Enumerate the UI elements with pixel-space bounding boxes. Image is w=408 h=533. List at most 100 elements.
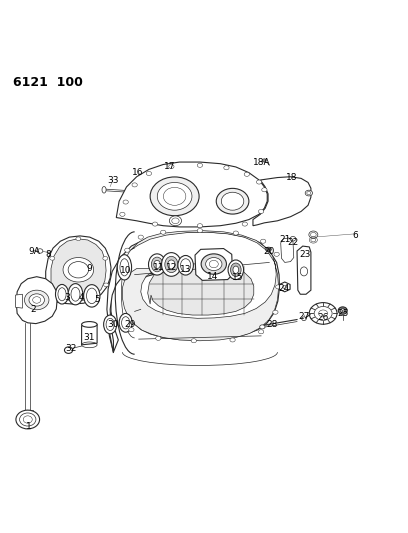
- Ellipse shape: [338, 307, 347, 314]
- Ellipse shape: [261, 239, 266, 243]
- Ellipse shape: [201, 254, 226, 274]
- Text: 11: 11: [153, 263, 164, 272]
- Ellipse shape: [266, 247, 271, 252]
- Ellipse shape: [224, 166, 229, 170]
- Ellipse shape: [55, 285, 69, 304]
- Text: 22: 22: [287, 238, 299, 247]
- Ellipse shape: [305, 190, 313, 196]
- Ellipse shape: [68, 284, 83, 305]
- Ellipse shape: [125, 248, 130, 252]
- Text: 26: 26: [318, 313, 329, 322]
- Text: 29: 29: [124, 320, 135, 329]
- Ellipse shape: [206, 257, 222, 271]
- Polygon shape: [253, 177, 311, 225]
- Ellipse shape: [16, 410, 40, 429]
- Ellipse shape: [233, 266, 239, 273]
- Text: 18: 18: [286, 173, 297, 182]
- Ellipse shape: [302, 317, 306, 320]
- Polygon shape: [195, 248, 233, 280]
- Polygon shape: [107, 232, 279, 353]
- Ellipse shape: [161, 230, 166, 235]
- Text: 1: 1: [26, 422, 31, 431]
- Ellipse shape: [259, 330, 264, 334]
- Ellipse shape: [132, 183, 137, 187]
- Ellipse shape: [242, 222, 247, 226]
- Ellipse shape: [123, 269, 128, 272]
- Ellipse shape: [123, 200, 128, 204]
- Ellipse shape: [231, 263, 241, 277]
- Ellipse shape: [162, 253, 181, 276]
- Ellipse shape: [103, 256, 108, 260]
- Text: 28: 28: [267, 320, 278, 329]
- Text: 4: 4: [79, 293, 84, 302]
- Text: 17: 17: [164, 162, 175, 171]
- Text: 16: 16: [132, 168, 144, 177]
- Text: 30: 30: [108, 320, 119, 329]
- Polygon shape: [281, 238, 294, 262]
- Ellipse shape: [37, 249, 43, 253]
- Ellipse shape: [168, 260, 175, 269]
- Ellipse shape: [64, 347, 73, 353]
- Ellipse shape: [102, 187, 106, 193]
- Ellipse shape: [309, 231, 318, 238]
- Ellipse shape: [314, 306, 332, 320]
- Ellipse shape: [259, 325, 265, 329]
- Ellipse shape: [230, 338, 235, 342]
- Ellipse shape: [262, 159, 266, 162]
- Ellipse shape: [63, 257, 93, 282]
- Ellipse shape: [24, 290, 49, 310]
- Text: 24: 24: [279, 285, 290, 294]
- Text: 13: 13: [180, 265, 191, 274]
- Ellipse shape: [221, 192, 244, 210]
- Ellipse shape: [276, 285, 281, 289]
- Text: 8: 8: [45, 250, 51, 259]
- Ellipse shape: [29, 294, 44, 306]
- Text: 10: 10: [120, 266, 131, 275]
- Ellipse shape: [82, 321, 97, 327]
- Polygon shape: [279, 282, 290, 292]
- Text: 6: 6: [352, 231, 358, 240]
- Text: 12: 12: [166, 263, 177, 272]
- Text: 33: 33: [107, 176, 119, 185]
- Polygon shape: [16, 277, 57, 324]
- Text: 15: 15: [232, 272, 243, 281]
- Ellipse shape: [262, 188, 267, 192]
- Ellipse shape: [150, 177, 199, 216]
- Text: 14: 14: [206, 272, 218, 281]
- Text: 32: 32: [65, 344, 76, 353]
- Text: 2: 2: [31, 305, 36, 314]
- Ellipse shape: [244, 172, 249, 176]
- Ellipse shape: [120, 212, 125, 216]
- Ellipse shape: [129, 328, 134, 332]
- Ellipse shape: [290, 237, 296, 241]
- Ellipse shape: [104, 283, 109, 287]
- Ellipse shape: [50, 256, 55, 260]
- Ellipse shape: [273, 310, 278, 314]
- Polygon shape: [108, 235, 278, 352]
- Ellipse shape: [149, 254, 166, 275]
- Ellipse shape: [178, 255, 193, 275]
- Ellipse shape: [49, 291, 54, 295]
- Text: 18A: 18A: [253, 158, 271, 167]
- Polygon shape: [46, 236, 111, 304]
- Text: 9: 9: [86, 264, 92, 273]
- Text: 5: 5: [94, 295, 100, 304]
- Text: 20: 20: [264, 247, 275, 256]
- Ellipse shape: [157, 182, 192, 210]
- Ellipse shape: [165, 256, 178, 272]
- Text: 3: 3: [64, 293, 70, 302]
- Polygon shape: [82, 325, 97, 345]
- Ellipse shape: [156, 336, 161, 341]
- Ellipse shape: [151, 257, 163, 272]
- Ellipse shape: [84, 285, 100, 307]
- Ellipse shape: [169, 216, 182, 225]
- Ellipse shape: [274, 252, 279, 256]
- Ellipse shape: [197, 229, 202, 232]
- Ellipse shape: [119, 313, 132, 332]
- Text: 21: 21: [279, 236, 290, 245]
- Polygon shape: [297, 246, 311, 294]
- Ellipse shape: [76, 237, 81, 240]
- Ellipse shape: [138, 235, 143, 239]
- Ellipse shape: [154, 261, 160, 269]
- Ellipse shape: [228, 260, 244, 279]
